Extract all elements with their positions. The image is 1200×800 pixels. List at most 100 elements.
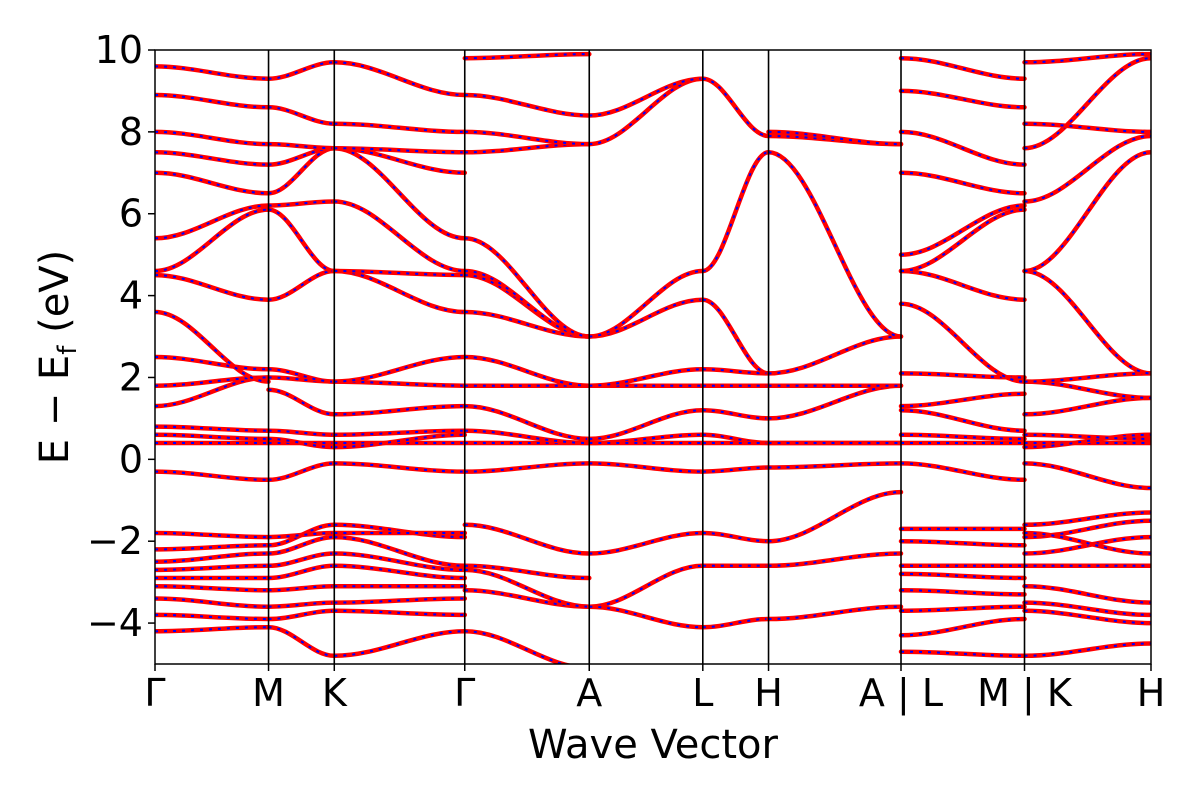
band-overlay-2-22 (334, 122, 465, 133)
band-overlay-5-10 (702, 151, 769, 272)
band-7-16 (898, 207, 1027, 274)
band-6-2 (766, 489, 904, 544)
band-overlay-8-0 (1024, 642, 1151, 657)
band-1-13 (266, 387, 337, 417)
band-1-3 (266, 583, 337, 593)
y-tick-label-4: 4 (119, 274, 143, 318)
band-1-15 (266, 367, 337, 384)
band-5-11 (700, 76, 771, 139)
band-overlay-4-0 (589, 564, 703, 608)
band-7-11 (898, 407, 1027, 433)
band-overlay-2-20 (334, 147, 465, 174)
band-overlay-7-1 (900, 618, 1025, 637)
band-overlay-2-19 (334, 147, 465, 240)
band-overlay-8-9 (1024, 462, 1151, 489)
y-tick-label-6: 8 (119, 110, 143, 154)
band-overlay-6-3 (768, 462, 902, 469)
band-overlay-3-2 (464, 568, 590, 608)
band-1-11 (266, 436, 337, 450)
band-overlay-3-7 (464, 429, 590, 444)
band-overlay-1-7 (268, 523, 335, 547)
band-overlay-0-15 (155, 356, 269, 371)
band-3-16 (462, 129, 592, 147)
band-1-23 (266, 60, 337, 81)
band-5-9 (700, 297, 771, 376)
band-overlay-0-23 (155, 94, 269, 109)
band-overlay-3-18 (464, 53, 590, 60)
band-overlay-3-10 (464, 356, 590, 387)
band-overlay-8-13 (1024, 396, 1151, 416)
band-0-16 (155, 309, 271, 384)
band-overlay-0-0 (155, 626, 269, 633)
band-1-9 (266, 461, 337, 483)
band-overlay-3-5 (464, 462, 590, 473)
band-overlay-8-1 (1024, 609, 1151, 625)
band-overlay-7-15 (900, 270, 1025, 301)
band-overlay-7-17 (900, 204, 1025, 256)
band-0-24 (155, 64, 271, 81)
y-axis-title-unit: (eV) (32, 250, 78, 346)
band-overlay-1-17 (268, 208, 335, 272)
band-overlay-0-11 (155, 433, 269, 440)
band-overlay-8-7 (1024, 511, 1151, 526)
band-overlay-3-0 (464, 630, 567, 664)
band-overlay-2-13 (334, 405, 465, 416)
band-0-22 (155, 129, 271, 147)
band-overlay-8-6 (1024, 519, 1151, 539)
band-overlay-7-14 (900, 302, 1025, 383)
band-overlay-0-8 (155, 532, 269, 539)
band-overlay-7-12 (900, 392, 1025, 408)
band-2-16 (332, 268, 468, 315)
band-4-1 (587, 604, 706, 630)
band-overlay-4-3 (589, 462, 703, 473)
band-overlay-2-4 (334, 564, 465, 579)
band-overlay-2-5 (334, 552, 465, 571)
band-5-10 (700, 150, 771, 274)
x-axis-title: Wave Vector (528, 722, 779, 768)
band-overlay-7-6 (900, 540, 1025, 547)
band-0-17 (155, 272, 271, 302)
band-overlay-8-8 (1024, 532, 1151, 555)
band-0-23 (155, 92, 271, 110)
band-overlay-8-18 (1024, 135, 1151, 203)
band-overlay-2-15 (334, 356, 465, 383)
band-1-20 (266, 145, 337, 167)
y-tick-label-2: 0 (119, 437, 143, 481)
band-overlay-3-4 (464, 523, 590, 555)
band-6-8 (766, 334, 904, 376)
band-overlay-4-10 (589, 270, 703, 338)
band-1-2 (266, 600, 337, 609)
y-tick-label-1: −2 (87, 519, 143, 563)
band-overlay-0-3 (155, 585, 269, 592)
band-overlay-2-9 (334, 462, 465, 473)
band-overlay-7-4 (900, 572, 1025, 579)
band-4-2 (587, 530, 706, 556)
band-5-6 (700, 407, 771, 421)
band-overlay-6-11 (768, 130, 902, 146)
bands-layer (155, 51, 1151, 664)
x-tick-label-4: A (576, 671, 602, 715)
x-tick-label-9: H (1137, 671, 1166, 715)
band-overlay-0-21 (155, 151, 269, 166)
x-tick-label-1: M (252, 671, 285, 715)
band-overlay-0-1 (155, 613, 269, 620)
x-tick-label-8: M | K (977, 671, 1073, 716)
band-0-15 (155, 354, 271, 372)
band-overlay-7-2 (900, 605, 1025, 612)
band-overlay-2-14 (334, 380, 465, 387)
band-4-8 (587, 367, 706, 388)
x-tick-label-2: K (322, 671, 348, 715)
band-overlay-3-17 (464, 94, 590, 117)
band-overlay-6-9 (768, 151, 902, 338)
band-overlay-0-5 (155, 564, 269, 571)
band-overlay-3-8 (464, 405, 590, 440)
band-4-6 (587, 407, 706, 442)
band-overlay-7-20 (900, 89, 1025, 109)
band-7-20 (898, 88, 1027, 110)
x-tick-label-7: A | L (859, 671, 943, 716)
y-axis: −4 −2 0 2 4 6 8 10 (87, 28, 155, 645)
band-1-8 (266, 530, 337, 540)
band-overlay-8-14 (1024, 380, 1151, 399)
